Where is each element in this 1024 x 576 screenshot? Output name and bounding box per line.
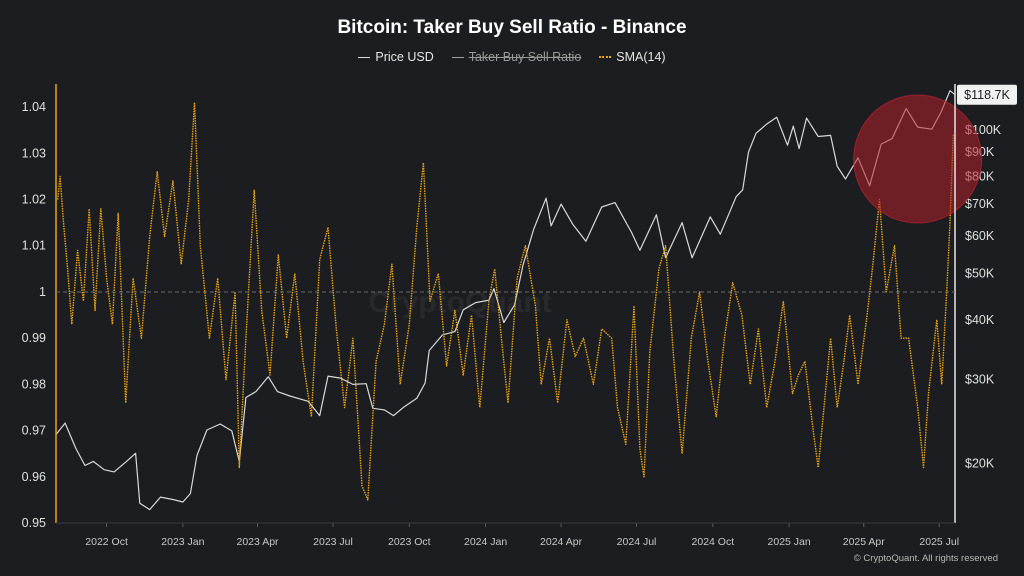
right-tick-label: $20K: [965, 456, 995, 470]
legend-label-price-usd: Price USD: [375, 50, 434, 64]
x-tick-label: 2025 Jan: [768, 536, 811, 548]
left-axis-ticks: 0.95 0.96 0.97 0.98 0.99 1 1.01 1.02 1.03 1.04: [22, 100, 46, 530]
right-tick-label: $30K: [965, 372, 995, 386]
left-tick-label: 1.01: [22, 239, 46, 253]
x-tick-label: 2024 Jan: [464, 536, 507, 548]
legend-label-taker-buy-sell-ratio: Taker Buy Sell Ratio: [468, 50, 582, 64]
x-axis-ticks: 2022 Oct 2023 Jan 2023 Apr 2023 Jul 2023 Oct…: [85, 523, 959, 548]
legend-item-price-usd[interactable]: Price USD: [358, 50, 434, 64]
legend-item-taker-buy-sell-ratio[interactable]: Taker Buy Sell Ratio: [451, 50, 582, 64]
x-tick-label: 2023 Apr: [237, 536, 280, 548]
legend-swatch-price-usd: [358, 56, 371, 58]
x-tick-label: 2024 Oct: [692, 536, 735, 548]
right-tick-label: $40K: [965, 313, 995, 327]
series-line-sma14: [57, 101, 954, 501]
left-tick-label: 0.99: [22, 331, 46, 345]
last-price-badge: [957, 84, 1017, 105]
right-tick-label: $60K: [965, 229, 995, 243]
left-tick-label: 0.98: [22, 377, 46, 391]
x-tick-label: 2024 Apr: [540, 536, 583, 548]
x-tick-label: 2023 Jul: [313, 536, 353, 548]
x-tick-label: 2022 Oct: [85, 536, 128, 548]
x-tick-label: 2024 Jul: [617, 536, 657, 548]
annotations: [853, 94, 983, 224]
x-tick-label: 2023 Jan: [161, 536, 204, 548]
highlight-circle: [853, 94, 983, 224]
left-tick-label: 0.97: [22, 424, 46, 438]
series-line-price-usd: [55, 90, 956, 511]
left-tick-label: 1.03: [22, 146, 46, 160]
legend-swatch-taker-buy-sell-ratio: [451, 56, 464, 58]
left-tick-label: 0.95: [22, 516, 46, 530]
x-tick-label: 2025 Apr: [843, 536, 886, 548]
left-tick-label: 1.04: [22, 100, 46, 114]
left-tick-label: 0.96: [22, 470, 46, 484]
x-tick-label: 2023 Oct: [388, 536, 431, 548]
chart-legend: Price USD Taker Buy Sell Ratio SMA(14): [0, 50, 1024, 64]
right-tick-label: $70K: [965, 197, 995, 211]
copyright-notice: © CryptoQuant. All rights reserved: [853, 553, 998, 564]
x-tick-label: 2025 Jul: [919, 536, 959, 548]
chart-title: Bitcoin: Taker Buy Sell Ratio - Binance: [337, 17, 687, 38]
legend-label-sma14: SMA(14): [616, 50, 666, 64]
legend-swatch-sma14: [599, 56, 612, 58]
left-tick-label: 1: [39, 285, 46, 299]
last-price-badge-label: $118.7K: [964, 88, 1010, 102]
legend-item-sma14[interactable]: SMA(14): [599, 50, 666, 64]
left-tick-label: 1.02: [22, 193, 46, 207]
right-tick-label: $50K: [965, 267, 995, 281]
series-lines: [55, 90, 956, 511]
